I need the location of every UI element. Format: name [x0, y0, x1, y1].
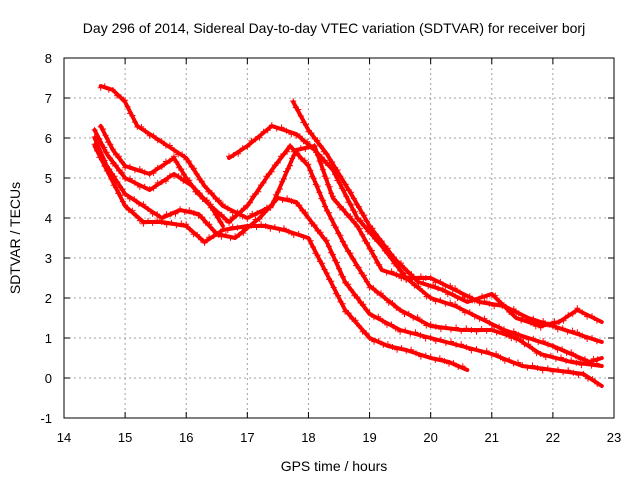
series-group [91, 83, 604, 388]
series-point-markers [91, 141, 466, 370]
y-tick-label: 3 [45, 251, 52, 266]
y-tick-label: 5 [45, 171, 52, 186]
x-tick-label: 23 [607, 430, 621, 445]
y-axis-label: SDTVAR / TECUs [7, 182, 23, 294]
x-tick-label: 14 [57, 430, 71, 445]
series-trace-4 [97, 123, 225, 228]
y-tick-label: 7 [45, 91, 52, 106]
series-point-markers [226, 122, 601, 366]
y-tick-label: 6 [45, 131, 52, 146]
series-point-markers [91, 134, 601, 387]
x-tick-label: 16 [179, 430, 193, 445]
series-point-markers [290, 98, 600, 331]
series-trace-6 [226, 122, 604, 366]
y-tick-label: 0 [45, 371, 52, 386]
plot-frame [63, 57, 615, 419]
series-trace-2 [91, 134, 604, 388]
y-tick-label: -1 [40, 411, 52, 426]
x-axis-label: GPS time / hours [281, 458, 388, 474]
y-tick-label: 4 [45, 211, 52, 226]
x-tick-label: 22 [546, 430, 560, 445]
series-trace-3 [91, 127, 604, 369]
series-trace-7 [290, 98, 604, 331]
x-tick-label: 15 [118, 430, 132, 445]
x-tick-label: 17 [240, 430, 254, 445]
x-tick-label: 18 [301, 430, 315, 445]
y-tick-label: 1 [45, 331, 52, 346]
series-trace-1 [91, 141, 470, 372]
x-tick-label: 21 [485, 430, 499, 445]
y-tick-label: 8 [45, 51, 52, 66]
y-tick-label: 2 [45, 291, 52, 306]
chart-title: Day 296 of 2014, Sidereal Day-to-day VTE… [83, 20, 585, 36]
x-tick-label: 19 [362, 430, 376, 445]
series-point-markers [97, 123, 224, 225]
series-line [92, 128, 604, 368]
x-tick-label: 20 [423, 430, 437, 445]
